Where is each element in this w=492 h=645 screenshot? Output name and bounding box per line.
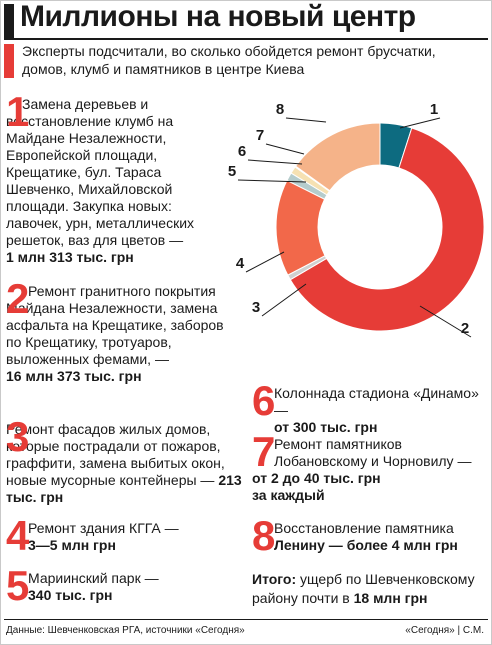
list-item: 8 Восстановление памятника Ленину — боле…	[252, 515, 484, 557]
page-title: Миллионы на новый центр	[20, 0, 416, 33]
leader-line-4	[245, 251, 285, 273]
item-text: Колоннада стадиона «Динамо» —	[274, 385, 479, 418]
slice-label-6: 6	[238, 143, 246, 160]
slice-label-2: 2	[461, 320, 469, 337]
leader-line-2	[419, 305, 472, 338]
leader-line-1	[399, 117, 441, 129]
item-value-note: за каждый	[252, 487, 325, 503]
donut-slice-2	[289, 127, 485, 332]
item-text: Ремонт фасадов жилых домов, которые пост…	[6, 421, 225, 488]
item-value: 213 тыс. грн	[6, 472, 242, 505]
leader-line-6	[247, 159, 303, 165]
item-number: 7	[252, 428, 276, 475]
total-value: 18 млн грн	[353, 590, 428, 606]
source-note: Данные: Шевченковская РГА, источники «Се…	[6, 625, 245, 636]
item-value: 3—5 млн грн	[28, 537, 116, 553]
donut-slice-8	[294, 122, 381, 192]
subtitle: Эксперты подсчитали, во сколько обойдетс…	[22, 43, 436, 77]
list-item: 7 Ремонт памятников Лобановскому и Чорно…	[252, 431, 484, 504]
footer-rule	[4, 619, 488, 620]
item-value: от 300 тыс. грн	[274, 419, 378, 435]
item-number: 5	[6, 562, 30, 609]
item-number: 6	[252, 377, 276, 424]
item-number: 4	[6, 512, 30, 559]
item-value: 340 тыс. грн	[28, 587, 113, 603]
item-text: Восстановление памятника	[274, 520, 454, 536]
list-item: 6 Колоннада стадиона «Динамо» — от 300 т…	[252, 380, 484, 436]
title-marker	[4, 4, 14, 40]
item-value: Ленину — более 4 млн грн	[274, 537, 458, 553]
item-number: 8	[252, 512, 276, 559]
list-item: 3 Ремонт фасадов жилых домов, которые по…	[6, 416, 244, 506]
list-item: 4 Ремонт здания КГГА — 3—5 млн грн	[6, 515, 236, 557]
leader-line-3	[261, 283, 307, 317]
slice-label-8: 8	[276, 101, 284, 118]
leader-line-7	[265, 143, 305, 155]
item-text: Ремонт здания КГГА —	[28, 520, 179, 536]
item-number: 1	[6, 88, 30, 135]
title-rule	[4, 38, 488, 40]
subtitle-marker	[4, 44, 14, 78]
item-value: 16 млн 373 тыс. грн	[6, 368, 142, 384]
list-item: 2 Ремонт гранитного покрытия Майдана Нез…	[6, 278, 238, 385]
list-item: 1 Замена деревьев и восстановление клумб…	[6, 91, 218, 266]
slice-label-1: 1	[430, 101, 438, 118]
item-text: Ремонт памятников Лобановскому и Чорнови…	[274, 436, 472, 469]
item-text: Мариинский парк —	[28, 570, 159, 586]
list-item: 5 Мариинский парк — 340 тыс. грн	[6, 565, 236, 607]
credit-note: «Сегодня» | С.М.	[405, 625, 484, 636]
slice-label-5: 5	[228, 163, 236, 180]
item-number: 3	[6, 413, 30, 460]
leader-line-8	[285, 117, 327, 123]
slice-label-7: 7	[256, 127, 264, 144]
item-number: 2	[6, 275, 30, 322]
total-text: ущерб по Шевченковскому району почти в	[252, 571, 475, 606]
leader-line-5	[237, 179, 307, 183]
item-text: Замена деревьев и восстановление клумб н…	[6, 96, 195, 248]
item-value: 1 млн 313 тыс. грн	[6, 249, 134, 265]
slice-label-3: 3	[252, 299, 260, 316]
total-label: Итого:	[252, 571, 297, 587]
total-summary: Итого: ущерб по Шевченковскому району по…	[252, 570, 488, 608]
item-value: от 2 до 40 тыс. грн	[252, 470, 381, 486]
item-text: Ремонт гранитного покрытия Майдана Незал…	[6, 283, 224, 367]
slice-label-4: 4	[236, 255, 245, 272]
